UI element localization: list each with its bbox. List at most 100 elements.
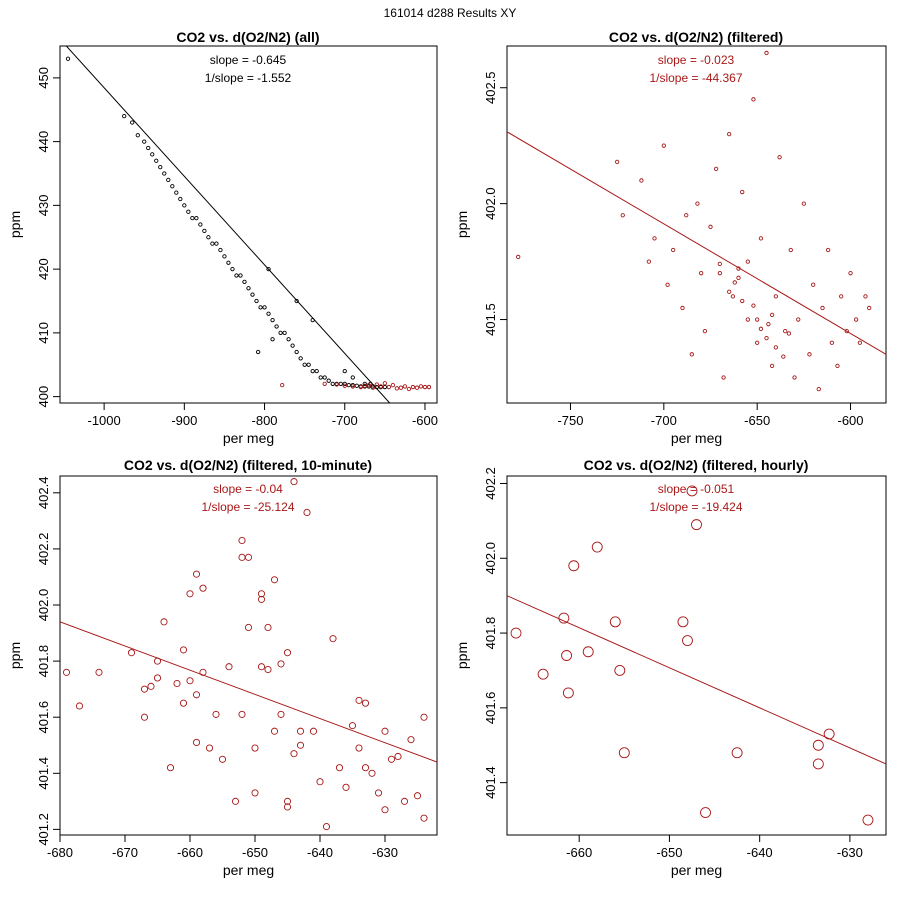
y-tick-label: 402.0 <box>36 589 51 622</box>
regression-line <box>507 131 886 355</box>
data-point <box>686 485 698 497</box>
data-point <box>257 590 266 598</box>
data-point <box>146 145 151 151</box>
y-tick-label: 402.2 <box>36 533 51 566</box>
data-point <box>303 508 311 517</box>
data-point <box>652 236 657 241</box>
data-point <box>811 282 816 287</box>
y-tick-label: 420 <box>36 258 51 280</box>
slope-annotation: slope = -0.04 <box>213 482 283 496</box>
data-point <box>170 184 175 189</box>
data-point <box>751 303 756 308</box>
data-point <box>230 266 235 272</box>
data-point <box>290 750 298 758</box>
data-points <box>65 56 432 392</box>
data-point <box>238 710 246 718</box>
data-point <box>721 375 726 380</box>
plot-frame <box>59 475 438 836</box>
regression-line <box>60 621 437 763</box>
data-point <box>769 363 775 369</box>
data-point <box>270 576 279 584</box>
data-point <box>764 50 769 56</box>
data-point <box>150 152 155 157</box>
data-point <box>414 385 420 390</box>
panel-title: CO2 vs. d(O2/N2) (filtered) <box>609 29 783 45</box>
panel-filtered: CO2 vs. d(O2/N2) (filtered) slope = -0.0… <box>454 29 887 446</box>
x-tick-label: -600 <box>838 413 864 428</box>
y-axis-label: ppm <box>7 211 23 238</box>
data-point <box>186 677 194 685</box>
data-point <box>278 330 283 336</box>
data-point <box>420 814 428 822</box>
data-point <box>350 375 355 380</box>
data-point <box>665 282 670 287</box>
data-point <box>179 699 188 707</box>
data-point <box>218 755 227 763</box>
y-tick-label: 450 <box>36 67 51 89</box>
data-point <box>740 298 745 304</box>
data-point <box>251 744 259 752</box>
data-point <box>122 113 127 119</box>
data-point <box>199 584 207 592</box>
data-point <box>238 536 246 545</box>
data-point <box>342 383 347 388</box>
x-tick-label: -700 <box>651 413 677 428</box>
data-point <box>781 354 786 359</box>
y-tick-label: 401.4 <box>36 757 51 790</box>
data-point <box>286 337 291 342</box>
x-tick-label: -680 <box>47 845 73 860</box>
data-point <box>368 769 376 777</box>
data-point <box>75 702 84 710</box>
data-point <box>390 382 396 388</box>
data-point <box>270 337 275 342</box>
data-point <box>192 570 201 578</box>
data-point <box>755 340 760 345</box>
data-point <box>713 166 719 172</box>
data-point <box>246 286 251 291</box>
data-point <box>254 298 259 304</box>
x-axis-label: per meg <box>671 862 722 878</box>
plot-frame <box>59 45 438 404</box>
data-point <box>226 260 231 265</box>
data-point <box>290 478 298 486</box>
data-point <box>95 668 103 676</box>
data-point <box>788 247 793 253</box>
x-tick-label: -750 <box>557 413 583 428</box>
data-point <box>591 541 603 553</box>
data-point <box>792 375 797 380</box>
data-point <box>406 386 412 392</box>
data-point <box>609 616 621 628</box>
x-tick-label: -660 <box>566 845 592 860</box>
y-tick-label: 410 <box>36 322 51 344</box>
data-point <box>422 384 428 390</box>
data-point <box>277 660 285 668</box>
inverse-slope-annotation: 1/slope = -1.552 <box>205 71 292 85</box>
data-point <box>382 384 388 390</box>
data-point <box>198 222 203 227</box>
data-point <box>158 164 163 170</box>
y-axis-label: ppm <box>454 211 470 238</box>
data-point <box>582 646 594 658</box>
data-point <box>190 215 195 221</box>
data-point <box>684 213 689 218</box>
data-point <box>736 275 741 280</box>
data-point <box>242 279 247 285</box>
data-point <box>426 384 432 390</box>
data-point <box>186 590 194 598</box>
data-point <box>758 236 764 241</box>
data-point <box>342 381 347 387</box>
plot-frame <box>506 475 887 836</box>
data-point <box>407 736 415 744</box>
slope-annotation: slope = -0.645 <box>210 53 287 67</box>
data-point <box>639 178 644 183</box>
data-point <box>179 646 188 654</box>
data-point <box>745 317 750 322</box>
data-point <box>192 738 201 746</box>
data-point <box>264 623 272 632</box>
data-point <box>381 727 389 735</box>
x-tick-label: -1000 <box>87 413 120 428</box>
data-point <box>699 271 704 276</box>
data-point <box>334 382 339 387</box>
data-point <box>212 710 220 718</box>
